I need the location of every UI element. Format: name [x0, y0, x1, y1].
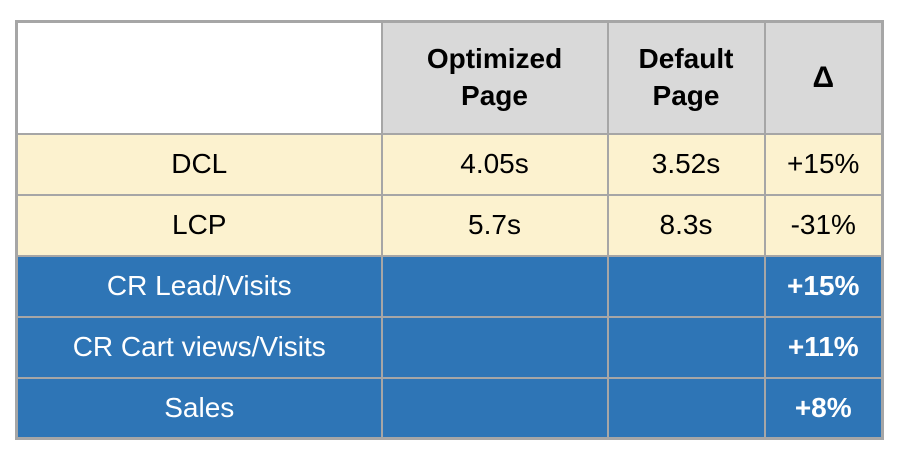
dcl-optimized-value: 4.05s: [380, 132, 609, 196]
row-label-sales: Sales: [15, 376, 383, 440]
lcp-default-value: 8.3s: [606, 193, 766, 257]
col-header-delta: Δ: [763, 20, 884, 135]
cr-lead-visits-default-value: [606, 254, 766, 318]
sales-default-value: [606, 376, 766, 440]
sales-delta-value: +8%: [763, 376, 884, 440]
cr-cart-views-visits-delta-value: +11%: [763, 315, 884, 379]
table-row-lcp: LCP 5.7s 8.3s -31%: [15, 193, 884, 257]
row-label-dcl: DCL: [15, 132, 383, 196]
col-header-optimized-page: Optimized Page: [380, 20, 609, 135]
header-row: Optimized Page Default Page Δ: [15, 20, 884, 135]
dcl-delta-value: +15%: [763, 132, 884, 196]
lcp-optimized-value: 5.7s: [380, 193, 609, 257]
col-header-default-page-label: Default Page: [638, 42, 734, 111]
table-row-cr-lead-visits: CR Lead/Visits +15%: [15, 254, 884, 318]
cr-cart-views-visits-optimized-value: [380, 315, 609, 379]
col-header-default-page: Default Page: [606, 20, 766, 135]
row-label-cr-lead-visits: CR Lead/Visits: [15, 254, 383, 318]
row-label-cr-cart-views-visits: CR Cart views/Visits: [15, 315, 383, 379]
col-header-optimized-page-label: Optimized Page: [426, 42, 563, 111]
corner-cell: [15, 20, 383, 135]
sales-optimized-value: [380, 376, 609, 440]
cr-cart-views-visits-default-value: [606, 315, 766, 379]
dcl-default-value: 3.52s: [606, 132, 766, 196]
cr-lead-visits-delta-value: +15%: [763, 254, 884, 318]
table-row-sales: Sales +8%: [15, 376, 884, 440]
lcp-delta-value: -31%: [763, 193, 884, 257]
table-row-cr-cart-views-visits: CR Cart views/Visits +11%: [15, 315, 884, 379]
cr-lead-visits-optimized-value: [380, 254, 609, 318]
table-row-dcl: DCL 4.05s 3.52s +15%: [15, 132, 884, 196]
row-label-lcp: LCP: [15, 193, 383, 257]
results-table: Optimized Page Default Page Δ DCL 4.05s …: [15, 20, 884, 440]
